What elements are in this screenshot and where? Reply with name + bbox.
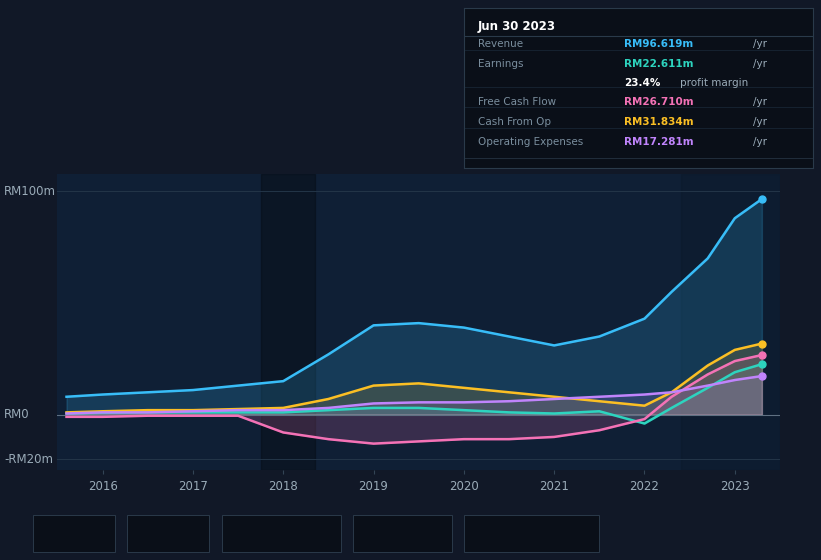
Text: 23.4%: 23.4% — [624, 78, 661, 87]
Text: RM100m: RM100m — [4, 185, 56, 198]
Text: ●: ● — [44, 528, 52, 538]
Text: Cash From Op: Cash From Op — [379, 528, 452, 538]
Text: Free Cash Flow: Free Cash Flow — [478, 97, 556, 107]
Text: Revenue: Revenue — [59, 528, 104, 538]
Text: /yr: /yr — [754, 137, 768, 147]
Text: RM0: RM0 — [4, 408, 30, 421]
Text: Revenue: Revenue — [478, 39, 523, 49]
Text: /yr: /yr — [754, 39, 768, 49]
Bar — [261, 174, 315, 470]
Text: RM17.281m: RM17.281m — [624, 137, 694, 147]
Text: ●: ● — [475, 528, 483, 538]
Text: ●: ● — [364, 528, 372, 538]
Text: ●: ● — [232, 528, 241, 538]
Text: Cash From Op: Cash From Op — [478, 116, 551, 127]
Text: Operating Expenses: Operating Expenses — [478, 137, 583, 147]
Text: Operating Expenses: Operating Expenses — [490, 528, 595, 538]
Text: RM96.619m: RM96.619m — [624, 39, 694, 49]
Text: /yr: /yr — [754, 59, 768, 69]
Text: Earnings: Earnings — [478, 59, 523, 69]
Text: RM22.611m: RM22.611m — [624, 59, 694, 69]
Text: RM31.834m: RM31.834m — [624, 116, 694, 127]
Text: profit margin: profit margin — [680, 78, 749, 87]
Text: -RM20m: -RM20m — [4, 452, 53, 466]
Bar — [681, 174, 780, 470]
Text: /yr: /yr — [754, 116, 768, 127]
Text: Earnings: Earnings — [154, 528, 199, 538]
Text: /yr: /yr — [754, 97, 768, 107]
Text: Jun 30 2023: Jun 30 2023 — [478, 20, 556, 32]
Text: ●: ● — [138, 528, 146, 538]
Text: Free Cash Flow: Free Cash Flow — [248, 528, 326, 538]
Text: RM26.710m: RM26.710m — [624, 97, 694, 107]
